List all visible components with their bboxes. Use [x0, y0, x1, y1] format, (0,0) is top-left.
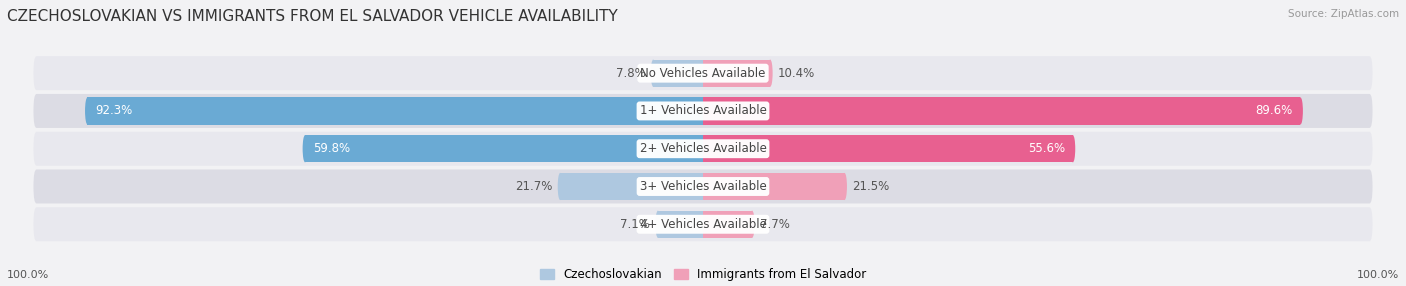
Ellipse shape: [84, 97, 90, 124]
FancyBboxPatch shape: [34, 207, 1372, 241]
Ellipse shape: [651, 59, 655, 87]
Ellipse shape: [302, 135, 308, 162]
Text: 1+ Vehicles Available: 1+ Vehicles Available: [640, 104, 766, 118]
Text: 59.8%: 59.8%: [312, 142, 350, 155]
Bar: [703, 211, 706, 238]
Text: No Vehicles Available: No Vehicles Available: [640, 67, 766, 80]
Legend: Czechoslovakian, Immigrants from El Salvador: Czechoslovakian, Immigrants from El Salv…: [534, 264, 872, 286]
Ellipse shape: [768, 59, 773, 87]
Ellipse shape: [749, 211, 755, 238]
Text: 92.3%: 92.3%: [96, 104, 132, 118]
Ellipse shape: [1298, 97, 1303, 124]
Bar: [703, 173, 706, 200]
Bar: [703, 97, 706, 124]
Text: 21.7%: 21.7%: [515, 180, 553, 193]
Text: 3+ Vehicles Available: 3+ Vehicles Available: [640, 180, 766, 193]
FancyBboxPatch shape: [34, 56, 1372, 90]
Bar: [700, 135, 703, 162]
Text: 100.0%: 100.0%: [1357, 270, 1399, 280]
Bar: [654, 59, 703, 87]
Ellipse shape: [655, 211, 661, 238]
Text: CZECHOSLOVAKIAN VS IMMIGRANTS FROM EL SALVADOR VEHICLE AVAILABILITY: CZECHOSLOVAKIAN VS IMMIGRANTS FROM EL SA…: [7, 9, 617, 23]
Bar: [87, 97, 703, 124]
Bar: [703, 59, 706, 87]
FancyBboxPatch shape: [34, 170, 1372, 204]
Bar: [700, 59, 703, 87]
Bar: [658, 211, 703, 238]
Text: 7.1%: 7.1%: [620, 218, 650, 231]
Bar: [560, 173, 703, 200]
Bar: [700, 211, 703, 238]
Text: 4+ Vehicles Available: 4+ Vehicles Available: [640, 218, 766, 231]
FancyBboxPatch shape: [34, 94, 1372, 128]
Text: 21.5%: 21.5%: [852, 180, 890, 193]
Text: 100.0%: 100.0%: [7, 270, 49, 280]
Ellipse shape: [1070, 135, 1076, 162]
Text: 2+ Vehicles Available: 2+ Vehicles Available: [640, 142, 766, 155]
Bar: [703, 211, 752, 238]
Text: 89.6%: 89.6%: [1256, 104, 1294, 118]
Text: 10.4%: 10.4%: [778, 67, 815, 80]
Bar: [703, 135, 706, 162]
Bar: [703, 135, 1073, 162]
Bar: [305, 135, 703, 162]
Bar: [703, 173, 845, 200]
Text: 7.8%: 7.8%: [616, 67, 645, 80]
Bar: [703, 59, 770, 87]
Bar: [700, 173, 703, 200]
Text: Source: ZipAtlas.com: Source: ZipAtlas.com: [1288, 9, 1399, 19]
Text: 55.6%: 55.6%: [1028, 142, 1066, 155]
Ellipse shape: [558, 173, 562, 200]
Bar: [700, 97, 703, 124]
Bar: [703, 97, 1301, 124]
Text: 7.7%: 7.7%: [759, 218, 790, 231]
Ellipse shape: [842, 173, 846, 200]
FancyBboxPatch shape: [34, 132, 1372, 166]
